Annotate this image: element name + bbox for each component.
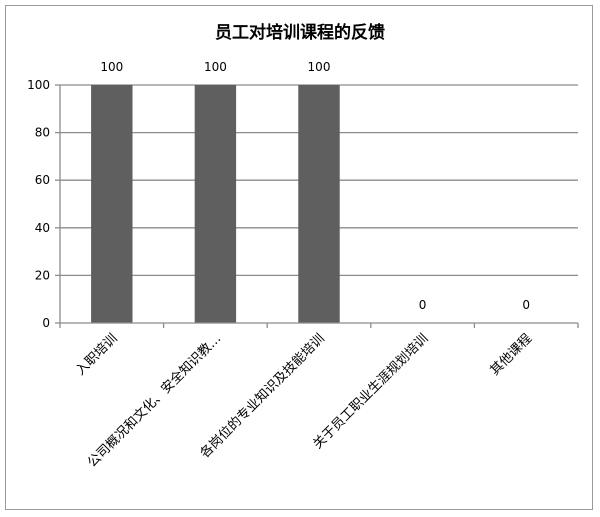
- data-label: 0: [522, 298, 530, 312]
- data-label: 0: [419, 298, 427, 312]
- bar: [91, 85, 133, 323]
- category-label: 关于员工职业生涯规划培训: [310, 331, 432, 453]
- category-label: 各岗位的专业知识及技能培训: [197, 331, 328, 462]
- bar: [194, 85, 237, 323]
- category-label: 入职培训: [73, 331, 121, 379]
- data-label: 100: [204, 60, 227, 74]
- y-tick-label: 60: [35, 173, 50, 187]
- axes: [55, 84, 579, 328]
- chart-title: 员工对培训课程的反馈: [215, 23, 385, 43]
- data-label: 100: [100, 60, 123, 74]
- y-tick-label: 20: [35, 268, 50, 282]
- y-tick-label: 100: [27, 78, 50, 92]
- y-tick-label: 0: [42, 316, 50, 330]
- y-tick-label: 80: [35, 126, 50, 140]
- y-tick-label: 40: [35, 221, 50, 235]
- bars: [91, 85, 340, 323]
- bar: [298, 85, 340, 323]
- data-label: 100: [308, 60, 331, 74]
- category-label: 其他课程: [488, 331, 535, 378]
